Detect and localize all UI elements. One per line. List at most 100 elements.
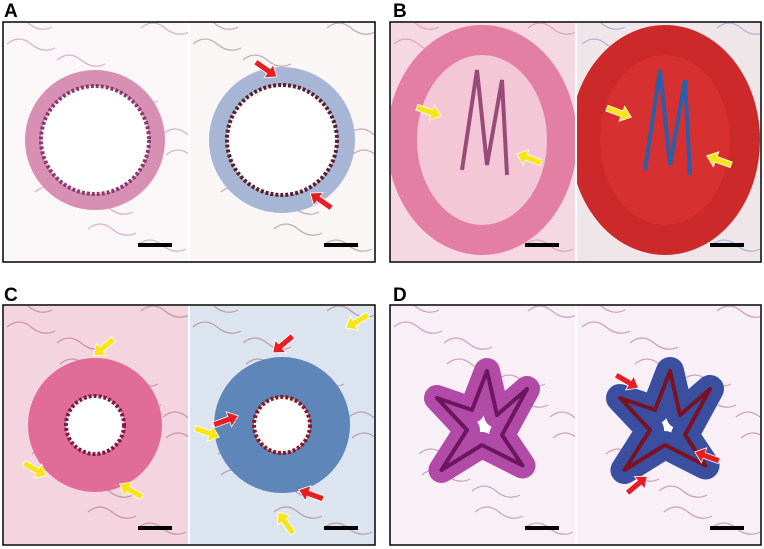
alveolar-tissue <box>716 23 760 35</box>
alveolar-tissue <box>663 506 713 519</box>
arrow-shape <box>613 371 639 391</box>
alveolar-tissue <box>242 337 292 350</box>
micrograph <box>391 306 575 544</box>
alveolar-tissue <box>658 485 708 498</box>
alveolar-tissue <box>443 337 493 350</box>
alveolar-tissue <box>192 321 242 334</box>
alveolar-tissue <box>549 411 575 419</box>
scale-bar <box>138 243 172 247</box>
epithelium <box>252 395 312 455</box>
scale-bar <box>324 526 358 530</box>
alveolar-tissue <box>577 306 626 313</box>
alveolar-tissue <box>527 306 575 318</box>
micrograph <box>4 23 188 261</box>
arrow <box>415 103 442 121</box>
arrow <box>309 191 334 212</box>
arrow <box>605 104 632 122</box>
arrow-shape <box>624 475 648 496</box>
micrograph <box>190 23 374 261</box>
alveolar-tissue <box>242 54 292 67</box>
alveolar-tissue <box>4 306 53 313</box>
arrow-shape <box>272 333 296 354</box>
micrograph <box>577 23 760 261</box>
alveolar-tissue <box>140 306 188 318</box>
arrow-shape <box>309 191 334 212</box>
micrograph-content <box>190 23 374 261</box>
alveolar-tissue <box>552 432 575 439</box>
alveolar-tissue <box>165 432 188 439</box>
arrow-shape <box>212 411 239 429</box>
arrow-shape <box>694 447 721 465</box>
arrow-shape <box>605 104 632 122</box>
arrow <box>93 336 117 357</box>
alveolar-tissue <box>192 38 242 51</box>
alveolar-tissue <box>471 485 521 498</box>
scale-bar <box>525 243 559 247</box>
epithelium <box>225 83 339 197</box>
alveolar-tissue <box>740 432 760 439</box>
airway-wall <box>209 67 355 213</box>
epithelium <box>435 369 529 472</box>
epithelium <box>618 369 712 472</box>
airway-wall <box>214 357 350 493</box>
arrow <box>694 447 721 465</box>
alveolar-tissue <box>6 38 56 51</box>
arrow-shape <box>345 311 371 331</box>
alveolar-tissue <box>87 223 137 236</box>
alveolar-tissue <box>735 411 760 418</box>
epithelium <box>643 69 692 176</box>
airway-wall <box>577 25 760 255</box>
alveolar-tissue <box>527 23 575 35</box>
alveolar-tissue <box>577 23 626 30</box>
alveolar-tissue <box>581 321 631 334</box>
alveolar-tissue <box>273 506 323 519</box>
alveolar-tissue <box>326 23 374 35</box>
arrow-shape <box>706 151 733 169</box>
airway-wall <box>28 358 162 492</box>
alveolar-tissue <box>351 149 374 156</box>
alveolar-tissue <box>393 321 443 334</box>
alveolar-tissue <box>162 411 188 419</box>
alveolar-tissue <box>273 223 323 236</box>
arrow-shape <box>516 149 543 167</box>
micrograph-content <box>577 23 760 261</box>
arrow-shape <box>276 511 297 536</box>
arrow <box>516 149 543 167</box>
arrow <box>193 424 220 442</box>
arrow <box>624 475 648 496</box>
epithelium <box>64 394 126 456</box>
alveolar-tissue <box>4 23 53 30</box>
arrow-shape <box>253 58 278 79</box>
arrow <box>276 511 297 536</box>
airway-wall <box>25 70 165 210</box>
epithelium <box>39 84 151 196</box>
arrow-shape <box>415 103 442 121</box>
panel-label: A <box>4 1 18 22</box>
alveolar-tissue <box>716 306 760 318</box>
arrow-shape <box>119 481 145 501</box>
alveolar-tissue <box>190 306 239 313</box>
arrow-shape <box>298 485 325 503</box>
epithelium <box>460 69 509 176</box>
alveolar-tissue <box>348 411 374 419</box>
alveolar-tissue <box>474 506 524 519</box>
panel-border <box>2 21 376 263</box>
alveolar-tissue <box>162 128 188 136</box>
alveolar-tissue <box>348 128 374 136</box>
alveolar-tissue <box>6 321 56 334</box>
alveolar-tissue <box>190 23 239 30</box>
alveolar-tissue <box>391 306 440 313</box>
airway-wall <box>391 25 575 255</box>
micrograph <box>391 23 575 261</box>
arrow <box>706 151 733 169</box>
scale-bar <box>525 526 559 530</box>
micrograph-content <box>391 23 575 261</box>
arrow <box>253 58 278 79</box>
micrograph <box>4 306 188 544</box>
alveolar-tissue <box>87 506 137 519</box>
micrograph-content <box>4 23 188 261</box>
arrow <box>119 481 145 501</box>
scale-bar <box>324 243 358 247</box>
images <box>4 23 760 544</box>
